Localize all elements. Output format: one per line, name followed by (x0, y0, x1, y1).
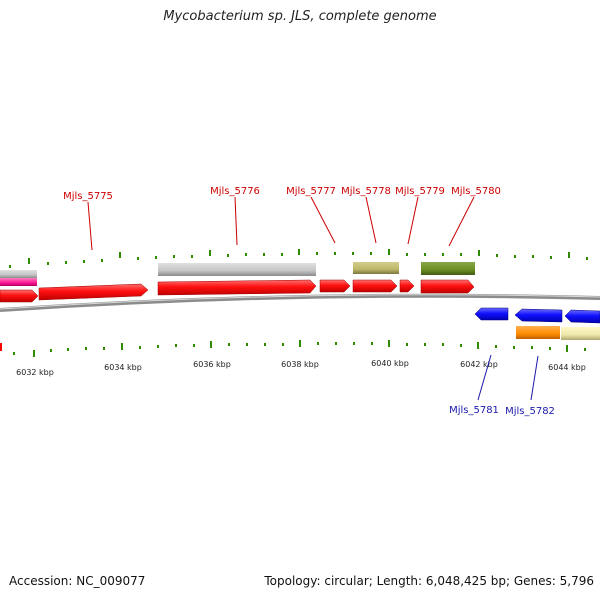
gene-label[interactable]: Mjls_5776 (210, 186, 260, 197)
genome-backbone (0, 293, 600, 312)
inner-tick-marks (13, 340, 586, 357)
tick-label: 6042 kbp (460, 360, 498, 369)
cds-arrow-forward-mjls-5775[interactable] (38, 283, 149, 301)
genome-backbone-highlight (0, 294, 600, 310)
tick-label: 6032 kbp (16, 368, 54, 377)
cds-arrow-forward-mjls-5779[interactable] (399, 279, 415, 293)
genome-summary-text: Topology: circular; Length: 6,048,425 bp… (264, 574, 594, 588)
feature-bar-gray-left[interactable] (0, 270, 37, 278)
gene-labels-reverse: Mjls_5781 Mjls_5782 (449, 405, 555, 417)
gene-label[interactable]: Mjls_5775 (63, 191, 113, 202)
cds-arrow-forward[interactable] (0, 289, 39, 303)
feature-bar-cream[interactable] (561, 327, 600, 340)
feature-bar-khaki-mjls-5778[interactable] (353, 262, 399, 274)
label-leader-lines (87, 196, 539, 401)
outer-tick-marks (9, 249, 588, 268)
feature-bar-pink[interactable] (0, 278, 37, 286)
feature-bar-olive-mjls-5780[interactable] (421, 262, 475, 275)
map-title: Mycobacterium sp. JLS, complete genome (163, 9, 437, 24)
tick-label: 6034 kbp (104, 363, 142, 372)
cds-arrow-forward-mjls-5778[interactable] (352, 279, 398, 293)
cds-arrow-reverse[interactable] (564, 309, 600, 324)
feature-track-upper (0, 262, 475, 286)
tick-label: 6036 kbp (193, 360, 231, 369)
tick-label: 6044 kbp (548, 363, 586, 372)
cds-arrow-forward-mjls-5776[interactable] (157, 279, 317, 296)
gene-label[interactable]: Mjls_5780 (451, 186, 501, 197)
tick-label: 6038 kbp (281, 360, 319, 369)
accession-text: Accession: NC_009077 (9, 574, 146, 588)
gene-label[interactable]: Mjls_5779 (395, 186, 445, 197)
forward-cds-track (0, 279, 475, 303)
tick-label: 6040 kbp (371, 359, 409, 368)
feature-track-lower (0, 326, 600, 351)
feature-bar-orange[interactable] (516, 326, 560, 339)
gene-label[interactable]: Mjls_5777 (286, 186, 336, 197)
gene-label[interactable]: Mjls_5778 (341, 186, 391, 197)
left-edge-red-marker (0, 343, 2, 351)
cds-arrow-forward-mjls-5777[interactable] (319, 279, 351, 293)
gene-labels-forward: Mjls_5775 Mjls_5776 Mjls_5777 Mjls_5778 … (63, 186, 501, 202)
axis-tick-labels: 6032 kbp 6034 kbp 6036 kbp 6038 kbp 6040… (16, 359, 586, 377)
cds-arrow-forward-mjls-5780[interactable] (420, 279, 475, 294)
feature-bar-gray-mjls-5776[interactable] (158, 263, 316, 276)
gene-label[interactable]: Mjls_5781 (449, 405, 499, 416)
cds-arrow-reverse-mjls-5781[interactable] (474, 307, 509, 321)
cds-arrow-reverse-mjls-5782[interactable] (514, 308, 563, 323)
gene-label[interactable]: Mjls_5782 (505, 406, 555, 417)
reverse-cds-track (474, 307, 600, 324)
